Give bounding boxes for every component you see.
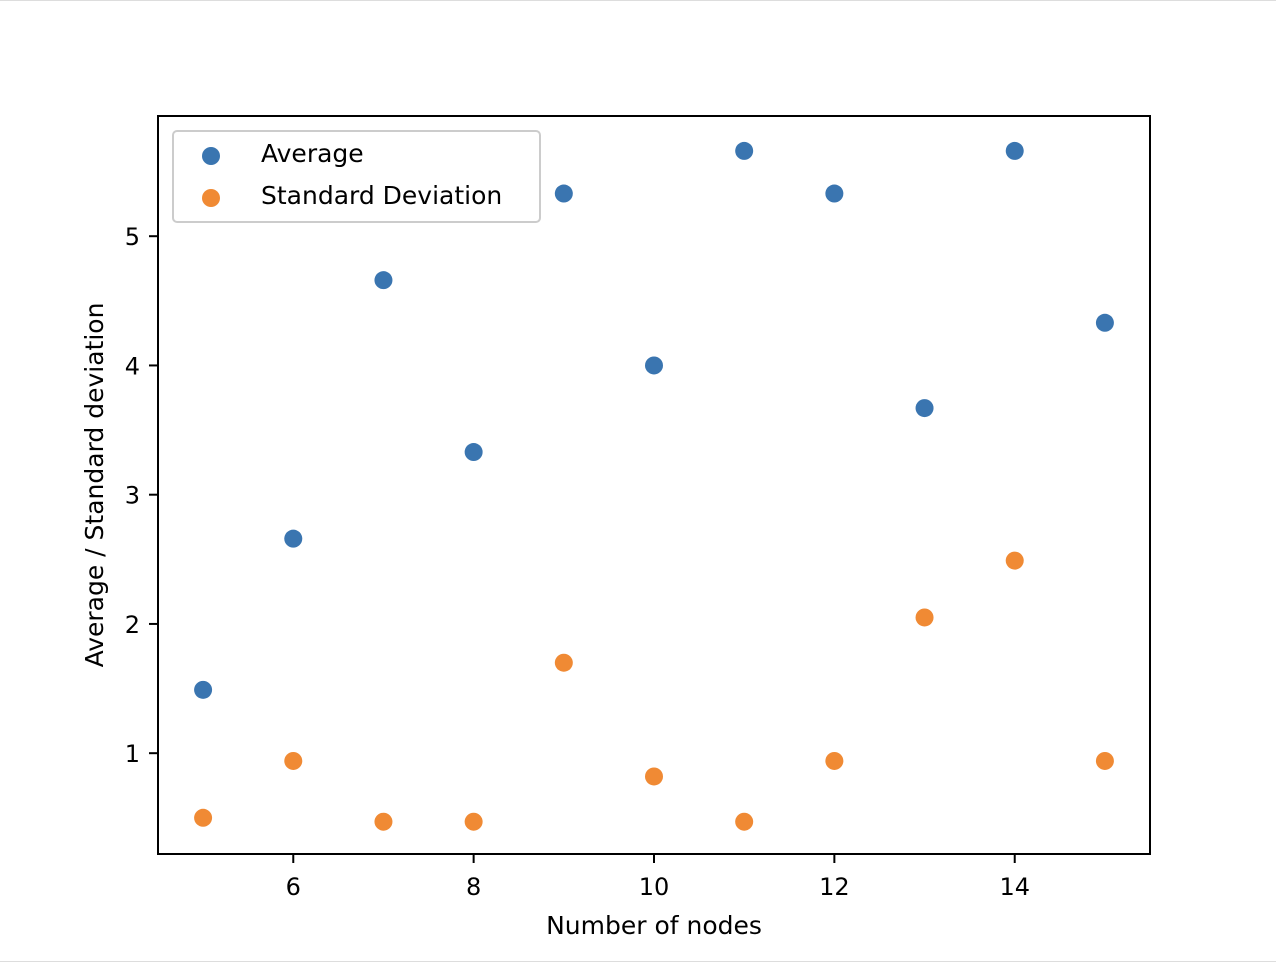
data-point-standard-deviation: [915, 608, 934, 627]
y-tick-label: 4: [125, 352, 140, 380]
legend-label-average: Average: [261, 139, 364, 168]
data-point-average: [464, 443, 483, 462]
legend-label-standard-deviation: Standard Deviation: [261, 181, 502, 210]
x-axis-label: Number of nodes: [546, 911, 762, 940]
data-point-standard-deviation: [735, 812, 754, 831]
data-point-standard-deviation: [825, 751, 844, 770]
data-point-average: [284, 529, 303, 548]
data-point-average: [645, 356, 663, 375]
data-point-average: [825, 184, 844, 203]
plot-frame: [157, 115, 1151, 855]
data-point-standard-deviation: [464, 812, 483, 831]
x-tick-label: 14: [999, 873, 1030, 901]
data-point-average: [735, 141, 754, 160]
y-tick-label: 2: [125, 611, 140, 639]
x-tick-label: 10: [639, 873, 670, 901]
data-point-average: [554, 184, 573, 203]
legend-marker-average: [202, 147, 220, 165]
x-tick-label: 12: [819, 873, 850, 901]
y-axis-label: Average / Standard deviation: [80, 303, 109, 668]
x-tick-label: 6: [286, 873, 301, 901]
data-point-standard-deviation: [284, 751, 303, 770]
data-point-standard-deviation: [374, 812, 393, 831]
data-point-standard-deviation: [1005, 551, 1024, 570]
data-point-standard-deviation: [645, 767, 663, 786]
points-layer: [194, 141, 1114, 831]
legend: Average Standard Deviation: [172, 130, 541, 223]
data-point-standard-deviation: [554, 653, 573, 672]
x-tick-label: 8: [466, 873, 481, 901]
y-tick-label: 3: [125, 482, 140, 510]
data-point-standard-deviation: [1095, 751, 1114, 770]
data-point-average: [374, 271, 393, 290]
legend-box: [172, 130, 541, 223]
legend-marker-standard-deviation: [202, 189, 220, 207]
data-point-average: [194, 680, 213, 699]
data-point-average: [1005, 141, 1024, 160]
data-point-standard-deviation: [194, 808, 213, 827]
data-point-average: [915, 399, 934, 418]
y-tick-label: 1: [125, 740, 140, 768]
data-point-average: [1095, 313, 1114, 332]
y-tick-label: 5: [125, 223, 140, 251]
